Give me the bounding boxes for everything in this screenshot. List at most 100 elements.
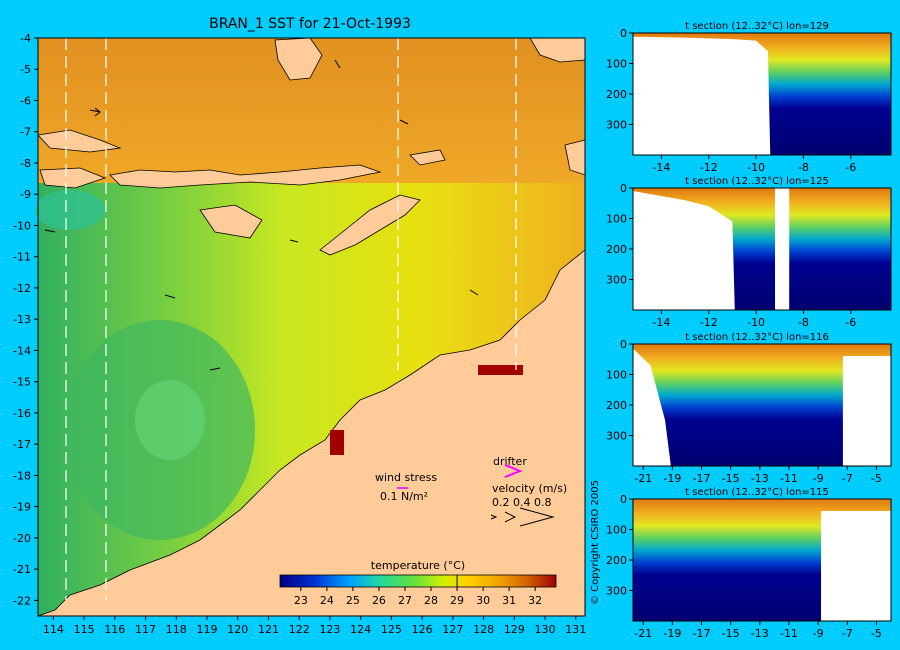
colorbar-tick-label: 24 — [320, 594, 334, 607]
section-x-tick-label: -17 — [693, 627, 711, 640]
drifter-marker-icon — [504, 464, 523, 478]
map-y-tick-label: -7 — [20, 126, 31, 139]
map-y-tick-label: -18 — [13, 469, 31, 482]
section-panel-2: t section (12..32°C) lon=125 -14 -12 -10 -8 -… — [606, 176, 892, 329]
islands — [37, 37, 586, 256]
section-y-tick-label: 0 — [620, 493, 627, 506]
map-x-tick-label: 114 — [43, 623, 64, 636]
colorbar-tick-label: 31 — [502, 594, 516, 607]
sst-map: 114 115 116 117 118 119 120 121 122 123 124 125 126 1… — [13, 16, 586, 636]
section-x-tick-label: -10 — [747, 161, 765, 174]
java-island — [37, 129, 122, 153]
section-y-tick-label: 200 — [606, 88, 627, 101]
section-title: t section (12..32°C) lon=129 — [685, 21, 829, 32]
map-x-tick-label: 128 — [473, 623, 494, 636]
section-y-tick-label: 0 — [620, 27, 627, 40]
map-x-tick-label: 116 — [104, 623, 125, 636]
map-y-tick-label: -21 — [13, 563, 31, 576]
velocity-label: velocity (m/s) — [492, 482, 567, 495]
map-x-tick-label: 127 — [442, 623, 463, 636]
colorbar-tick-label: 25 — [346, 594, 360, 607]
section-y-tick-label: 300 — [606, 430, 627, 443]
section-y-tick-label: 200 — [606, 399, 627, 412]
section-x-tick-label: -19 — [663, 472, 681, 485]
map-x-tick-label: 129 — [504, 623, 525, 636]
map-y-tick-label: -14 — [13, 344, 31, 357]
colorbar — [279, 574, 557, 588]
map-y-tick-label: -17 — [13, 438, 31, 451]
section-x-tick-label: -14 — [652, 161, 670, 174]
section-x-tick-label: -9 — [813, 627, 824, 640]
section-y-tick-label: 0 — [620, 182, 627, 195]
section-x-tick-label: -21 — [634, 627, 652, 640]
section-title: t section (12..32°C) lon=115 — [685, 487, 829, 498]
map-x-tick-label: 121 — [258, 623, 279, 636]
section-x-tick-label: -12 — [700, 316, 718, 329]
data-gap-mask — [842, 356, 891, 466]
section-x-tick-label: -13 — [751, 627, 769, 640]
map-y-tick-label: -13 — [13, 313, 31, 326]
colorbar-tick-label: 32 — [528, 594, 542, 607]
map-y-tick-label: -19 — [13, 501, 31, 514]
timor-island — [319, 194, 421, 256]
section-x-tick-label: -15 — [722, 472, 740, 485]
map-x-tick-label: 124 — [350, 623, 371, 636]
section-y-tick-label: 300 — [606, 274, 627, 287]
section-y-tick-label: 100 — [606, 524, 627, 537]
section-title: t section (12..32°C) lon=116 — [685, 332, 829, 343]
section-x-tick-label: -7 — [842, 472, 853, 485]
seafloor-mask — [633, 348, 671, 466]
section-y-tick-label: 100 — [606, 213, 627, 226]
map-y-tick-label: -16 — [13, 407, 31, 420]
section-x-tick-label: -11 — [780, 472, 798, 485]
map-x-axis: 114 115 116 117 118 119 120 121 122 123 124 125 126 1… — [43, 616, 586, 636]
section-panel-1: t section (12..32°C) lon=129 -14 -12 -10 -8 -… — [606, 21, 892, 174]
map-y-tick-label: -20 — [13, 532, 31, 545]
section-y-tick-label: 200 — [606, 554, 627, 567]
colorbar-tick-label: 29 — [450, 594, 464, 607]
section-y-tick-label: 0 — [620, 338, 627, 351]
data-gap-mask — [821, 511, 891, 621]
map-x-tick-label: 120 — [227, 623, 248, 636]
wind-vectors — [44, 59, 479, 371]
map-x-tick-label: 123 — [319, 623, 340, 636]
colorbar-tick-label: 23 — [294, 594, 308, 607]
lesser-sunda-islands — [109, 164, 382, 189]
map-x-tick-label: 130 — [535, 623, 556, 636]
section-x-tick-label: -17 — [693, 472, 711, 485]
section-lines — [65, 38, 517, 600]
section-x-tick-label: -21 — [634, 472, 652, 485]
map-x-tick-label: 115 — [74, 623, 95, 636]
map-x-tick-label: 125 — [381, 623, 402, 636]
drifter-label: drifter — [493, 455, 527, 468]
section-x-tick-label: -5 — [871, 627, 882, 640]
section-x-tick-label: -12 — [700, 161, 718, 174]
section-y-tick-label: 200 — [606, 243, 627, 256]
map-y-tick-label: -4 — [20, 32, 31, 45]
velocity-values: 0.2 0.4 0.8 — [492, 496, 551, 509]
section-x-tick-label: -9 — [813, 472, 824, 485]
section-x-tick-label: -15 — [722, 627, 740, 640]
australia-landmass — [37, 249, 586, 617]
section-x-tick-label: -7 — [842, 627, 853, 640]
section-title: t section (12..32°C) lon=125 — [685, 176, 829, 187]
flores-island — [409, 149, 446, 166]
map-y-tick-label: -15 — [13, 376, 31, 389]
map-y-tick-label: -6 — [20, 94, 31, 107]
cold-patch-west — [35, 190, 105, 230]
colorbar-tick-label: 27 — [398, 594, 412, 607]
map-x-tick-label: 118 — [166, 623, 187, 636]
section-x-tick-label: -13 — [751, 472, 769, 485]
colorbar-title: temperature (°C) — [371, 559, 465, 572]
sumbawa-island — [39, 167, 107, 189]
map-y-tick-label: -22 — [13, 594, 31, 607]
map-frame — [37, 37, 586, 617]
map-y-tick-label: -9 — [20, 188, 31, 201]
velocity-scale-arrows — [490, 507, 555, 527]
section-y-tick-label: 300 — [606, 585, 627, 598]
section-x-tick-label: -8 — [798, 316, 809, 329]
copyright-text: © Copyright CSIRO 2005 — [590, 480, 601, 605]
wind-stress-label: wind stress — [375, 471, 437, 484]
section-x-tick-label: -8 — [798, 161, 809, 174]
